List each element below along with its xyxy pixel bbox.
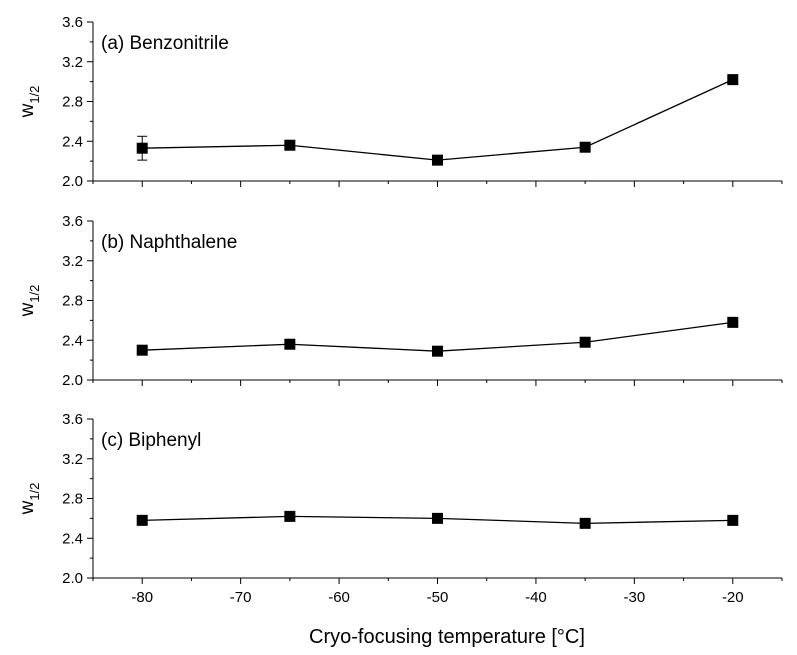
data-point	[432, 512, 443, 524]
y-tick-label: 3.6	[62, 213, 83, 230]
y-tick-label: 2.8	[62, 293, 83, 310]
data-point	[136, 142, 148, 154]
data-point	[727, 316, 739, 328]
y-tick-label: 2.4	[62, 530, 83, 547]
panel-2: 2.0 2.4 2.8 3.2 3.6 -80 -70 -60 -50 -40 -30 -20 w1/2…	[17, 411, 783, 606]
y-axis-label: w1/2	[17, 86, 42, 119]
data-point	[136, 514, 148, 526]
chart-panels: 2.02.42.83.23.6w1/2(a) Benzonitrile2.02.…	[17, 14, 783, 606]
y-axis-label-sub: 1/2	[27, 86, 42, 104]
y-tick-label: 3.2	[62, 451, 83, 468]
data-point	[284, 139, 296, 151]
series-line	[142, 79, 734, 161]
x-tick-label: -50	[427, 589, 449, 606]
panel-label: (b) Naphthalene	[101, 232, 237, 253]
data-point	[136, 344, 148, 356]
y-tick-label: 2.0	[62, 570, 83, 587]
x-tick-label: -80	[131, 589, 153, 606]
panel-label: (a) Benzonitrile	[101, 33, 229, 54]
y-axis-label: w1/2	[17, 285, 42, 318]
y-tick-label: 2.4	[62, 332, 83, 349]
y-axis-label-main: w	[17, 103, 38, 118]
data-point	[727, 74, 739, 86]
y-tick-label: 3.6	[62, 14, 83, 31]
data-point	[432, 154, 443, 166]
y-axis-label-main: w	[17, 302, 38, 317]
panel-label: (c) Biphenyl	[101, 430, 201, 451]
y-tick-label: 3.2	[62, 54, 83, 71]
x-tick-label: -70	[230, 589, 252, 606]
x-axis-label: Cryo-focusing temperature [°C]	[309, 626, 585, 648]
y-axis-label-sub: 1/2	[27, 483, 42, 501]
y-tick-label: 3.2	[62, 253, 83, 270]
data-point	[579, 517, 591, 529]
data-point	[284, 510, 296, 522]
x-tick-label: -30	[624, 589, 646, 606]
y-tick-label: 2.8	[62, 491, 83, 508]
data-point	[432, 345, 443, 357]
data-point	[579, 336, 591, 348]
y-axis-label-main: w	[17, 500, 38, 515]
y-tick-label: 2.4	[62, 133, 83, 150]
data-point	[579, 141, 591, 153]
y-tick-label: 2.8	[62, 94, 83, 111]
y-axis-label: w1/2	[17, 483, 42, 516]
y-tick-label: 2.0	[62, 173, 83, 190]
data-point	[284, 338, 296, 350]
y-tick-label: 3.6	[62, 411, 83, 428]
x-tick-label: -20	[722, 589, 744, 606]
x-tick-label: -40	[525, 589, 547, 606]
y-axis-label-sub: 1/2	[27, 285, 42, 303]
panel-1: 2.0 2.4 2.8 3.2 3.6 w1/2 (b) Naphthalene	[17, 213, 783, 389]
x-tick-label: -60	[328, 589, 350, 606]
data-point	[727, 514, 739, 526]
y-tick-label: 2.0	[62, 372, 83, 389]
panel-0: 2.0 2.4 2.8 3.2 3.6 w1/2 (a) Benzonitrile	[17, 14, 783, 190]
